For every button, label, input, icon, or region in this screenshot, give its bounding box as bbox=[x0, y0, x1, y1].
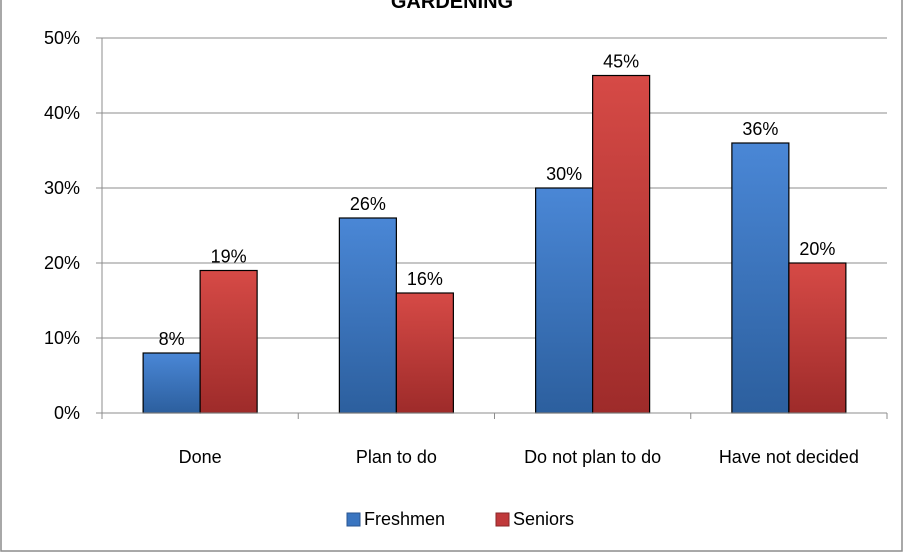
bar-seniors bbox=[788, 262, 847, 414]
data-label: 45% bbox=[603, 52, 639, 72]
x-category-label: Have not decided bbox=[719, 447, 859, 467]
data-label: 30% bbox=[546, 164, 582, 184]
bar-seniors bbox=[592, 74, 651, 414]
x-category-label: Do not plan to do bbox=[524, 447, 661, 467]
legend: Freshmen Seniors bbox=[346, 509, 574, 529]
chart-title: GARDENING bbox=[391, 0, 513, 13]
legend-label-freshmen: Freshmen bbox=[364, 509, 445, 529]
data-label: 20% bbox=[799, 239, 835, 259]
bar-seniors bbox=[199, 269, 258, 414]
data-label: 16% bbox=[407, 269, 443, 289]
bar-freshmen bbox=[535, 187, 594, 414]
legend-label-seniors: Seniors bbox=[513, 509, 574, 529]
x-category-label: Done bbox=[179, 447, 222, 467]
data-label: 36% bbox=[742, 119, 778, 139]
bar-freshmen bbox=[731, 142, 790, 414]
y-tick-label: 50% bbox=[44, 28, 80, 48]
y-tick-label: 20% bbox=[44, 253, 80, 273]
legend-swatch-seniors bbox=[495, 512, 510, 527]
y-tick-label: 10% bbox=[44, 328, 80, 348]
x-category-label: Plan to do bbox=[356, 447, 437, 467]
y-tick-label: 0% bbox=[54, 403, 80, 423]
data-label: 26% bbox=[350, 194, 386, 214]
bar-freshmen bbox=[142, 352, 201, 414]
legend-swatch-freshmen bbox=[346, 512, 361, 527]
data-label: 8% bbox=[159, 329, 185, 349]
y-tick-label: 30% bbox=[44, 178, 80, 198]
data-label: 19% bbox=[211, 247, 247, 267]
bar-seniors bbox=[395, 292, 454, 414]
y-tick-label: 40% bbox=[44, 103, 80, 123]
bar-freshmen bbox=[338, 217, 397, 414]
